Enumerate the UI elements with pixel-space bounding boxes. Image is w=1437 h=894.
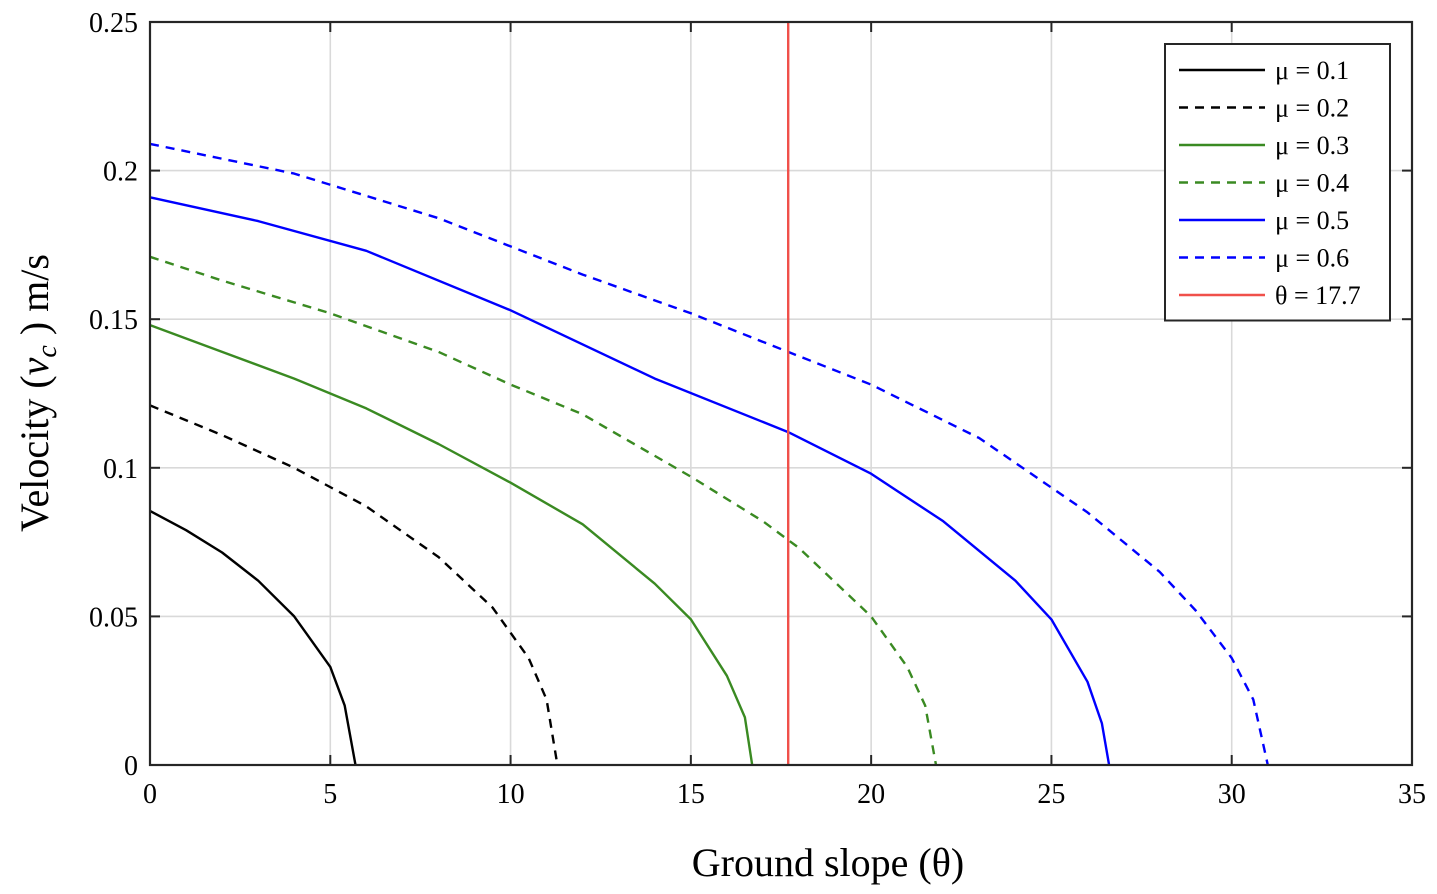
y-tick-label: 0.1 bbox=[103, 454, 138, 485]
legend-label-1: μ = 0.1 bbox=[1275, 56, 1349, 85]
legend-label-3: μ = 0.3 bbox=[1275, 131, 1349, 160]
x-tick-label: 0 bbox=[143, 779, 157, 810]
plot-frame bbox=[148, 20, 1414, 767]
legend-label-7: θ = 17.7 bbox=[1275, 281, 1361, 310]
series-line-6 bbox=[149, 142, 1269, 766]
y-tick-label: 0 bbox=[124, 751, 138, 782]
y-axis-label-variable: v bbox=[12, 357, 57, 375]
x-tick-label: 35 bbox=[1398, 779, 1426, 810]
x-tick-label: 25 bbox=[1037, 779, 1065, 810]
series-line-3 bbox=[149, 323, 754, 766]
series-layer bbox=[149, 22, 1269, 766]
series-line-1 bbox=[149, 509, 357, 766]
y-axis-label-suffix: ) m/s bbox=[12, 254, 57, 345]
series-line-2 bbox=[149, 404, 559, 766]
x-tick-label: 30 bbox=[1218, 779, 1246, 810]
series-line-5 bbox=[149, 196, 1111, 766]
y-axis-label-prefix: Velocity ( bbox=[12, 375, 57, 532]
y-tick-label: 0.25 bbox=[89, 8, 138, 39]
x-tick-label: 20 bbox=[857, 779, 885, 810]
legend-label-6: μ = 0.6 bbox=[1275, 244, 1349, 273]
x-axis-label: Ground slope (θ) bbox=[692, 840, 964, 885]
legend-label-2: μ = 0.2 bbox=[1275, 94, 1349, 123]
x-tick-label: 10 bbox=[497, 779, 525, 810]
y-tick-label: 0.05 bbox=[89, 602, 138, 633]
y-axis-label: Velocity (vc ) m/s bbox=[12, 254, 63, 532]
legend-label-4: μ = 0.4 bbox=[1275, 169, 1349, 198]
y-tick-label: 0.2 bbox=[103, 157, 138, 188]
ticks: 0 5 10 15 20 25 30 35 0 0.05 0.1 0.15 0.2 0.25 bbox=[89, 8, 1426, 810]
x-tick-label: 5 bbox=[323, 779, 337, 810]
legend: μ = 0.1 μ = 0.2 μ = 0.3 μ = 0.4 μ = 0.5 μ = 0… bbox=[1164, 43, 1391, 322]
legend-label-5: μ = 0.5 bbox=[1275, 206, 1349, 235]
y-axis-label-subscript: c bbox=[32, 345, 63, 358]
x-tick-label: 15 bbox=[677, 779, 705, 810]
y-tick-label: 0.15 bbox=[89, 305, 138, 336]
